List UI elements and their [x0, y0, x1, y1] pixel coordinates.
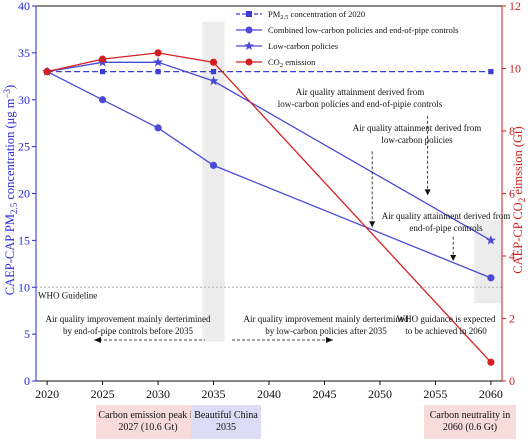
x-tick-label: 2025 — [91, 387, 115, 401]
series-point-1 — [154, 124, 162, 132]
left-tick-label: 5 — [24, 327, 30, 341]
legend-pm-label: PM2.5 concentration of 2020 — [268, 9, 365, 21]
left-axis-ticks: 0 5 10 15 20 25 30 35 40 — [18, 0, 36, 388]
series-point-1 — [487, 274, 495, 282]
arrow-before-2035-head — [94, 337, 101, 343]
legend-star-marker — [244, 41, 254, 51]
left-tick-label: 35 — [18, 46, 30, 60]
annotation-low-carbon-line2: low-carbon policies — [381, 135, 453, 145]
annotation-low-carbon-line1: Air quality attainment derived from — [353, 123, 481, 133]
annotation-combined-line2: low-carbon policies and end-of-pipie con… — [278, 99, 443, 109]
beautiful-china-box: Beautiful China 2035 — [191, 405, 261, 439]
annotation-improve-after-line2: by low-carbon policies after 2035 — [265, 326, 387, 336]
annotation-who-2060-line2: to be achieved in 2060 — [405, 326, 487, 336]
x-tick-label: 2060 — [479, 387, 503, 401]
series-point-0 — [210, 69, 217, 75]
x-axis-ticks: 2020 2025 2030 2035 2040 2045 2050 2055 2060 — [35, 381, 503, 401]
right-tick-label: 12 — [509, 0, 521, 13]
series-point-3 — [487, 358, 495, 366]
right-axis-title: CAEP-CP CO2 eimssion (Gt) — [511, 126, 527, 273]
x-tick-label: 2020 — [35, 387, 59, 401]
x-tick-label: 2045 — [312, 387, 336, 401]
legend-co2-label: CO2 emission — [268, 57, 316, 69]
left-tick-label: 15 — [18, 233, 30, 247]
right-tick-label: 0 — [509, 374, 515, 388]
annotation-end-of-pipe-line2: end-of-pipe controls — [409, 223, 483, 233]
series-point-3 — [98, 55, 107, 63]
right-tick-label: 8 — [509, 124, 515, 138]
x-tick-label: 2050 — [368, 387, 392, 401]
annotation-improve-before-line2: by end-of-pipe controls before 2035 — [63, 326, 193, 336]
series-point-3 — [43, 68, 51, 76]
right-axis-ticks: 0 2 4 6 8 10 12 — [502, 0, 521, 388]
x-tick-label: 2055 — [423, 387, 447, 401]
annotation-improve-before-line1: Air quality improvement mainly derterimi… — [46, 314, 211, 324]
annotation-end-of-pipe-line1: Air quality attainment derived from — [382, 211, 510, 221]
series-point-2 — [153, 57, 163, 67]
annotation-improve-after-line1: Air quality improvement mainly derterimi… — [244, 314, 409, 324]
annotation-who-2060-line1: WHO guidance is expected — [397, 314, 496, 324]
right-tick-label: 2 — [509, 312, 515, 326]
series-point-0 — [99, 69, 106, 75]
annotation-arrows — [369, 115, 457, 261]
series-point-0 — [488, 69, 494, 75]
series-point-1 — [209, 161, 218, 169]
left-tick-label: 20 — [18, 187, 30, 201]
carbon-peak-box: Carbon emission peak in 2027 (10.6 Gt) — [96, 405, 200, 439]
left-tick-label: 40 — [18, 0, 30, 13]
series-point-1 — [98, 96, 107, 104]
arrow-after-2035-head — [326, 337, 333, 343]
right-tick-label: 10 — [509, 62, 521, 76]
left-tick-label: 0 — [24, 374, 30, 388]
series-point-2 — [208, 75, 219, 86]
legend: PM2.5 concentration of 2020 Combined low… — [236, 9, 459, 69]
series-point-0 — [155, 69, 161, 75]
series-point-3 — [209, 58, 218, 66]
legend-low-carbon-label: Low-carbon policies — [268, 41, 338, 51]
shade-band-2035 — [202, 21, 225, 342]
annotation-combined-line1: Air quality attainment derived from — [296, 87, 424, 97]
series-group — [42, 49, 496, 366]
who-guideline-label: WHO Guideline — [38, 290, 97, 300]
right-tick-label: 6 — [509, 187, 515, 201]
left-axis-title: CAEP-CAP PM2.5 concentration (μg m−3) — [2, 85, 19, 295]
carbon-neutrality-box: Carbon neutrality in 2060 (0.6 Gt) — [424, 405, 516, 439]
series-point-2 — [485, 235, 496, 245]
arrow-low-carbon-2054-head — [424, 189, 431, 196]
series-point-3 — [154, 49, 162, 57]
arrow-combined-2049-head — [369, 221, 376, 228]
x-tick-label: 2035 — [202, 387, 226, 401]
left-tick-label: 25 — [18, 140, 30, 154]
x-tick-label: 2040 — [257, 387, 281, 401]
right-tick-label: 4 — [509, 249, 515, 263]
legend-combined-label: Combined low-carbon policies and end-of-… — [268, 25, 459, 35]
left-tick-label: 10 — [18, 280, 30, 294]
x-tick-label: 2030 — [146, 387, 170, 401]
arrow-end-of-pipe-2057-head — [450, 255, 457, 261]
left-tick-label: 30 — [18, 93, 30, 107]
